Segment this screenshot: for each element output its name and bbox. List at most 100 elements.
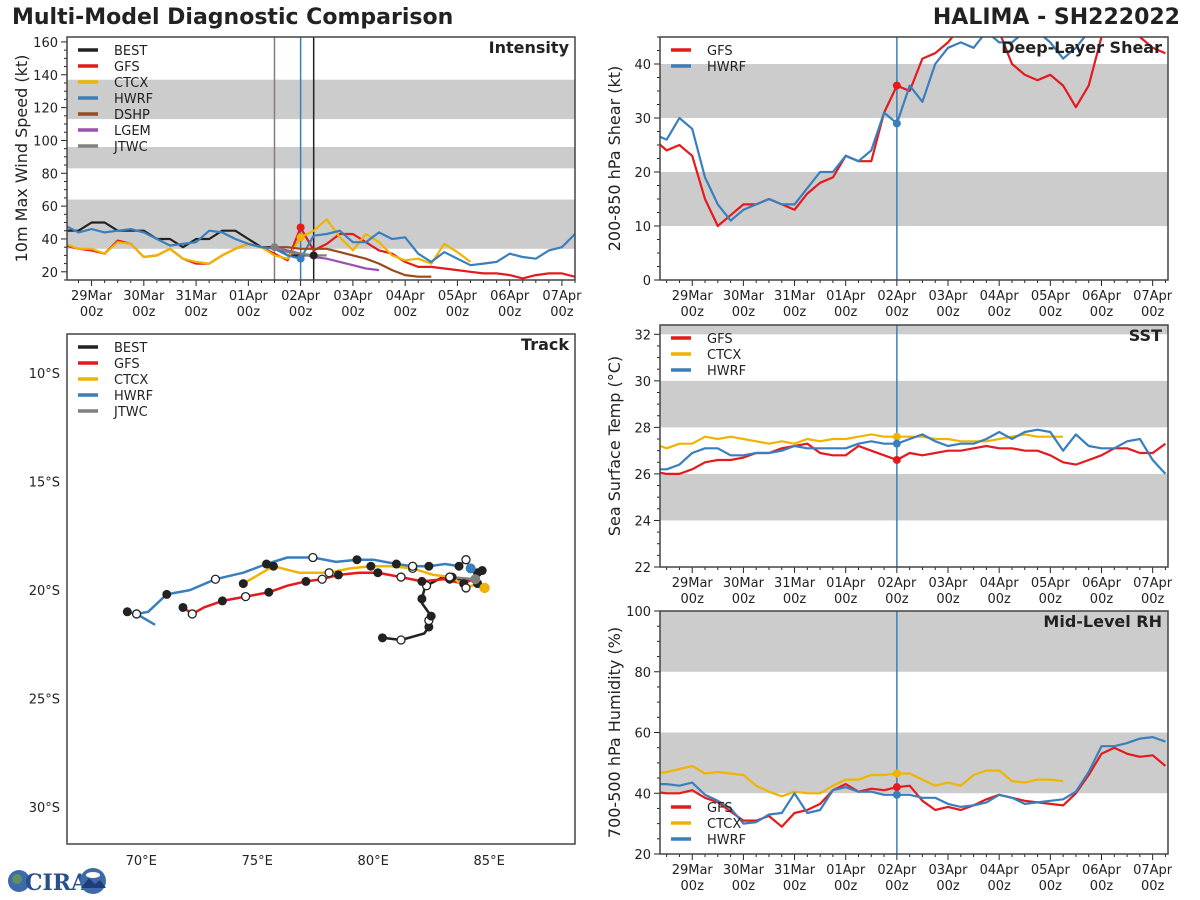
legend-item-lgem: LGEM bbox=[78, 124, 151, 139]
y-tick-label: 22 bbox=[634, 561, 651, 576]
x-tick-label: 06Apr bbox=[490, 289, 530, 304]
legend-item-gfs: GFS bbox=[671, 44, 733, 59]
shaded-band bbox=[660, 172, 1168, 226]
track-point-filled bbox=[162, 589, 172, 599]
x-tick-label: 04Apr bbox=[980, 863, 1020, 878]
x-tick-label-hour: 00z bbox=[936, 879, 960, 894]
panel-rh: 29Mar00z30Mar00z31Mar00z01Apr00z02Apr00z… bbox=[605, 605, 1173, 894]
y-tick-label: 30 bbox=[634, 375, 651, 390]
plot-area bbox=[660, 37, 1168, 280]
track-point-open bbox=[396, 572, 406, 582]
track-point-filled bbox=[424, 561, 434, 571]
legend-label: HWRF bbox=[707, 364, 746, 379]
axes-frame bbox=[659, 36, 1169, 281]
x-tick-label-hour: 00z bbox=[783, 592, 807, 607]
series-line-gfs bbox=[660, 442, 1167, 475]
panel-title: SST bbox=[1129, 326, 1162, 345]
marker-jtwc bbox=[270, 243, 279, 252]
track-point-open bbox=[187, 609, 197, 619]
plot-area bbox=[660, 325, 1168, 567]
x-tick-label-hour: 00z bbox=[681, 879, 705, 894]
x-tick-label-hour: 00z bbox=[289, 305, 313, 320]
x-tick-label-hour: 00z bbox=[446, 305, 470, 320]
y-tick-label: 24 bbox=[634, 514, 651, 529]
x-tick-label-hour: 00z bbox=[783, 305, 807, 320]
y-tick-label: 40 bbox=[41, 233, 58, 248]
track-current-position bbox=[479, 582, 490, 593]
track-point-filled bbox=[264, 587, 274, 597]
axes-frame bbox=[66, 333, 576, 845]
y-axis-label: 700-500 hPa Humidity (%) bbox=[605, 627, 624, 838]
series-line-hwrf bbox=[660, 735, 1166, 825]
x-tick-label: 03Apr bbox=[928, 863, 968, 878]
x-tick-label: 05Apr bbox=[1031, 576, 1071, 591]
marker-gfs bbox=[892, 455, 901, 464]
legend-item-dshp: DSHP bbox=[78, 108, 150, 123]
x-tick-label-hour: 00z bbox=[1141, 592, 1165, 607]
y-tick-label: 28 bbox=[634, 421, 651, 436]
x-tick-label-hour: 00z bbox=[885, 879, 909, 894]
x-tick-label-hour: 00z bbox=[1039, 305, 1063, 320]
legend-label: HWRF bbox=[707, 833, 746, 848]
legend-item-gfs: GFS bbox=[78, 60, 140, 75]
x-tick-label-hour: 00z bbox=[237, 305, 261, 320]
track-point-filled bbox=[217, 596, 227, 606]
legend-label: GFS bbox=[114, 60, 140, 75]
track-line-gfs bbox=[182, 571, 486, 616]
series-line-dshp bbox=[274, 246, 432, 278]
y-tick-label: 100 bbox=[33, 134, 58, 149]
panel-title: Intensity bbox=[489, 38, 570, 57]
cira-logo: CIRA bbox=[5, 866, 115, 896]
x-tick-label: 31Mar bbox=[774, 576, 816, 591]
marker-ctcx bbox=[892, 432, 901, 441]
x-tick-label-hour: 00z bbox=[1090, 879, 1114, 894]
x-tick-label: 07Apr bbox=[1133, 863, 1173, 878]
y-tick-label: 40 bbox=[634, 58, 651, 73]
x-tick-label: 30Mar bbox=[723, 863, 765, 878]
x-tick-label: 01Apr bbox=[826, 576, 866, 591]
x-tick-label: 29Mar bbox=[672, 576, 714, 591]
series-line-ctcx bbox=[660, 764, 1064, 798]
x-tick-label-hour: 00z bbox=[393, 305, 417, 320]
y-tick-label: 20 bbox=[634, 848, 651, 863]
shaded-band bbox=[660, 611, 1168, 672]
legend-item-hwrf: HWRF bbox=[671, 60, 746, 75]
y-axis-label: 200-850 hPa Shear (kt) bbox=[605, 66, 624, 252]
x-tick-label-hour: 00z bbox=[681, 592, 705, 607]
legend-label: CTCX bbox=[114, 76, 148, 91]
track-point-open bbox=[461, 583, 471, 593]
x-tick-label: 05Apr bbox=[1031, 863, 1071, 878]
legend-item-best: BEST bbox=[78, 341, 147, 356]
x-tick-label: 04Apr bbox=[980, 576, 1020, 591]
x-tick-label-hour: 00z bbox=[783, 879, 807, 894]
legend-label: GFS bbox=[114, 357, 140, 372]
track-point-open bbox=[445, 572, 455, 582]
x-tick-label: 04Apr bbox=[386, 289, 426, 304]
legend-label: BEST bbox=[114, 341, 147, 356]
series-line-gfs bbox=[660, 37, 1166, 228]
legend-label: GFS bbox=[707, 332, 733, 347]
x-tick-label: 07Apr bbox=[1133, 576, 1173, 591]
y-axis-label: Sea Surface Temp (°C) bbox=[605, 356, 624, 536]
y-tick-label: 160 bbox=[33, 36, 58, 51]
legend-item-hwrf: HWRF bbox=[671, 364, 746, 379]
legend-item-ctcx: CTCX bbox=[671, 817, 741, 832]
y-tick-label: 26 bbox=[634, 468, 651, 483]
x-tick-label-hour: 00z bbox=[834, 879, 858, 894]
x-tick-label-hour: 00z bbox=[184, 305, 208, 320]
series-line-ctcx bbox=[660, 433, 1064, 450]
x-tick-label-hour: 00z bbox=[550, 305, 574, 320]
x-tick-label-hour: 00z bbox=[732, 879, 756, 894]
x-tick-label: 30Mar bbox=[723, 576, 765, 591]
x-tick-label: 30Mar bbox=[123, 289, 165, 304]
x-tick-label-hour: 00z bbox=[1141, 879, 1165, 894]
track-point-open bbox=[210, 574, 221, 584]
lon-tick-label: 70°E bbox=[126, 854, 157, 869]
legend-label: LGEM bbox=[114, 124, 151, 139]
x-tick-label: 02Apr bbox=[877, 576, 917, 591]
axes-frame bbox=[659, 324, 1169, 568]
x-tick-label: 04Apr bbox=[980, 289, 1020, 304]
track-point-open bbox=[396, 635, 406, 645]
track-point-open bbox=[308, 552, 318, 563]
x-tick-label: 03Apr bbox=[928, 576, 968, 591]
